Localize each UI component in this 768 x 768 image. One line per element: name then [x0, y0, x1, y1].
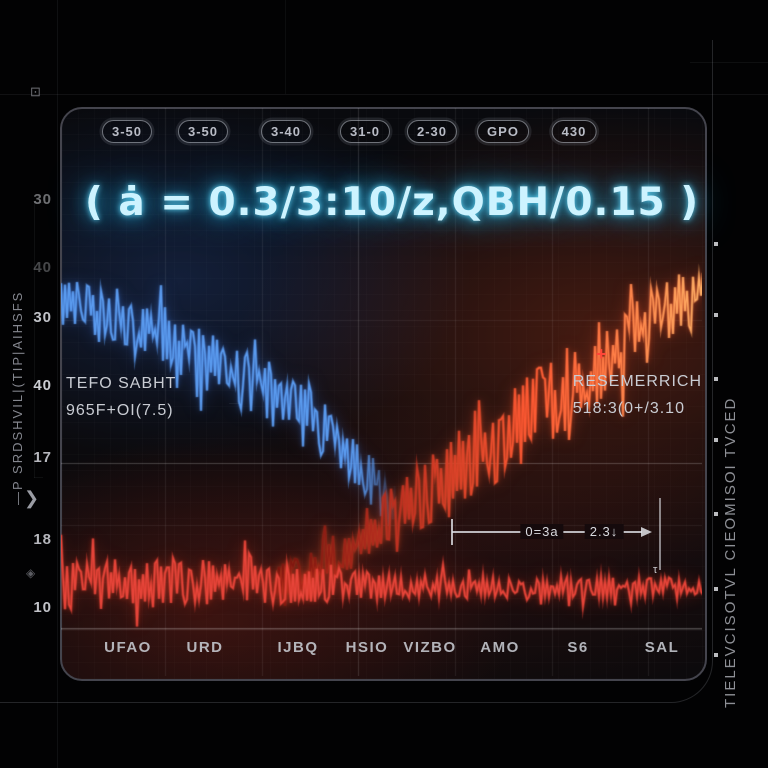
ruler-dot — [714, 242, 718, 246]
corner-window-icon: ⊡ — [30, 84, 41, 99]
right-data-label: RESEMERRICH 518:3(0+/3.10 — [573, 368, 702, 422]
measure-label-a: 0=3a — [520, 524, 564, 539]
x-tick-label: IJBQ — [277, 639, 319, 656]
measure-label-b: 2.3↓ — [584, 524, 624, 539]
left-axis-bracket-hook-top — [34, 202, 50, 203]
left-data-label: TEFO SABHT 965F+OI(7.5) — [66, 370, 176, 424]
left-data-label-line1: TEFO SABHT — [66, 375, 177, 392]
range-pill[interactable]: 2-30 — [406, 120, 458, 143]
x-tick-label: HSIO — [345, 639, 389, 656]
ruler-dot — [714, 587, 718, 591]
red-marker-icon: + — [596, 344, 607, 364]
y-tick-label: 17 — [33, 449, 52, 466]
measure-end-mark: τ — [653, 564, 658, 576]
left-data-label-line2: 965F+OI(7.5) — [66, 402, 174, 419]
y-tick-label: 18 — [33, 531, 52, 548]
x-tick-label: S6 — [567, 639, 589, 656]
left-data-label-bracket — [238, 358, 239, 404]
formula-title: ( ȧ = 0.3/3:10/z,QBH/0.15 ) — [84, 180, 700, 225]
outer-frame — [0, 40, 713, 703]
outer-topright-rail — [690, 62, 768, 63]
ruler-dot — [714, 313, 718, 317]
diamond-icon: ◈ — [26, 566, 36, 580]
ruler-dot — [714, 653, 718, 657]
outer-left-rail — [57, 0, 58, 768]
measure-arrow-icon — [641, 527, 652, 537]
range-pill[interactable]: 3-40 — [260, 120, 312, 143]
x-tick-label: UFAO — [104, 639, 152, 656]
y-tick-label: 30 — [33, 191, 52, 208]
range-pill[interactable]: 430 — [551, 120, 597, 143]
range-pill[interactable]: 3-50 — [101, 120, 153, 143]
y-tick-label: 10 — [33, 599, 52, 616]
left-axis-bracket-hook-bottom — [34, 477, 43, 478]
chevron-icon: ❯ — [24, 488, 40, 508]
y-tick-label: 40 — [33, 259, 52, 276]
ruler-dot — [714, 512, 718, 516]
right-data-label-line2: 518:3(0+/3.10 — [572, 400, 685, 417]
left-data-label-bracket-hook — [229, 403, 239, 404]
x-tick-label: SAL — [644, 639, 680, 656]
outer-top-rail — [0, 94, 768, 95]
waveform-canvas — [61, 108, 702, 676]
y-tick-label: 30 — [33, 309, 52, 326]
range-pill[interactable]: 31-0 — [339, 120, 391, 143]
ruler-dot — [714, 438, 718, 442]
y-tick-label: 40 — [33, 377, 52, 394]
measure-left-tick — [451, 519, 453, 545]
x-tick-label: AMO — [480, 639, 520, 656]
left-axis-bracket — [34, 202, 35, 478]
measure-right-bar — [659, 498, 661, 570]
ruler-dot — [714, 377, 718, 381]
right-axis-vertical-label: TIELEVCISOTVL CIEOMISOI TVCED — [722, 396, 739, 708]
x-tick-label: VIZBO — [403, 639, 457, 656]
outer-top-tick — [285, 0, 286, 94]
range-pill[interactable]: 3-50 — [177, 120, 229, 143]
range-pill[interactable]: GPO — [477, 120, 529, 143]
x-tick-label: URD — [186, 639, 224, 656]
right-data-label-line1: RESEMERRICH — [572, 373, 702, 390]
